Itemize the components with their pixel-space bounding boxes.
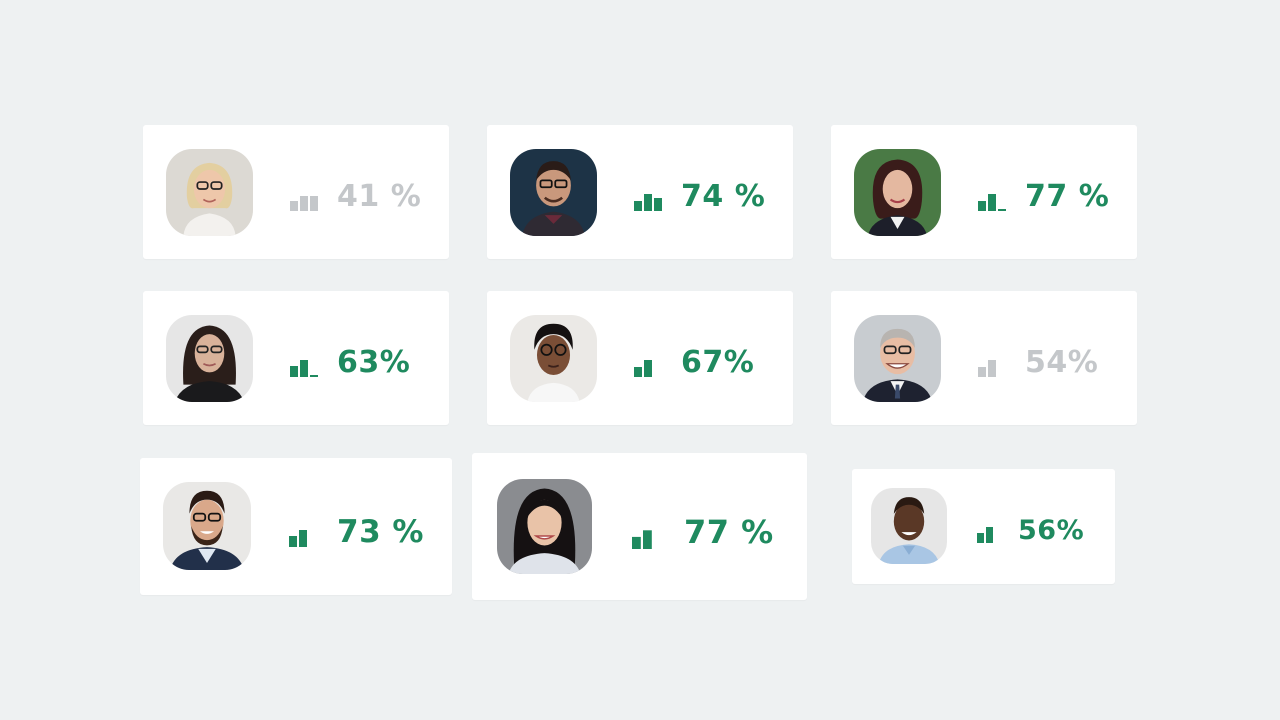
candidate-card[interactable]: 54%: [831, 291, 1137, 425]
avatar: [163, 482, 251, 570]
avatar: [510, 315, 597, 402]
match-percentage: 77 %: [1025, 179, 1110, 214]
signal-bars-icon: [632, 527, 654, 549]
avatar: [871, 488, 947, 564]
match-percentage: 41 %: [337, 179, 422, 214]
candidate-card[interactable]: 73 %: [140, 458, 452, 595]
avatar: [166, 149, 253, 236]
match-percentage: 77 %: [684, 513, 774, 551]
candidate-card[interactable]: 67%: [487, 291, 793, 425]
candidate-card[interactable]: 77 %: [831, 125, 1137, 259]
signal-bars-icon: [977, 526, 995, 543]
match-percentage: 67%: [681, 345, 755, 380]
candidate-card[interactable]: 56%: [852, 469, 1115, 584]
match-percentage: 56%: [1018, 515, 1085, 546]
avatar: [166, 315, 253, 402]
avatar: [854, 149, 941, 236]
signal-bars-icon: [290, 357, 318, 377]
signal-bars-icon: [978, 191, 1006, 211]
match-percentage: 73 %: [337, 514, 424, 550]
candidate-card[interactable]: 77 %: [472, 453, 807, 600]
signal-bars-icon: [289, 527, 309, 547]
avatar: [510, 149, 597, 236]
candidate-card[interactable]: 74 %: [487, 125, 793, 259]
match-percentage: 74 %: [681, 179, 766, 214]
match-percentage: 63%: [337, 345, 411, 380]
signal-bars-icon: [634, 191, 662, 211]
signal-bars-icon: [290, 191, 318, 211]
match-percentage: 54%: [1025, 345, 1099, 380]
candidate-card[interactable]: 41 %: [143, 125, 449, 259]
avatar: [854, 315, 941, 402]
avatar: [497, 479, 592, 574]
signal-bars-icon: [634, 357, 662, 377]
signal-bars-icon: [978, 357, 1006, 377]
candidate-card[interactable]: 63%: [143, 291, 449, 425]
